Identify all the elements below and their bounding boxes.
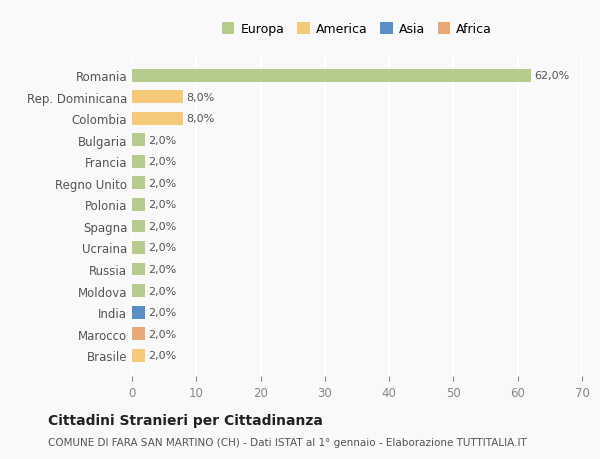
Bar [132,177,145,190]
Legend: Europa, America, Asia, Africa: Europa, America, Asia, Africa [218,20,496,40]
Text: 2,0%: 2,0% [148,157,176,167]
Bar [132,285,145,297]
Text: 2,0%: 2,0% [148,264,176,274]
Text: 2,0%: 2,0% [148,222,176,231]
Bar [132,306,145,319]
Bar [132,263,145,276]
Text: 8,0%: 8,0% [187,114,215,124]
Text: 2,0%: 2,0% [148,135,176,146]
Bar [132,70,530,83]
Bar [132,327,145,340]
Text: 2,0%: 2,0% [148,200,176,210]
Text: 2,0%: 2,0% [148,243,176,253]
Text: 8,0%: 8,0% [187,93,215,103]
Text: Cittadini Stranieri per Cittadinanza: Cittadini Stranieri per Cittadinanza [48,414,323,428]
Bar [132,112,184,125]
Bar [132,220,145,233]
Bar [132,91,184,104]
Text: 2,0%: 2,0% [148,308,176,317]
Bar [132,349,145,362]
Text: 2,0%: 2,0% [148,179,176,189]
Bar [132,199,145,212]
Text: 2,0%: 2,0% [148,329,176,339]
Bar [132,134,145,147]
Text: COMUNE DI FARA SAN MARTINO (CH) - Dati ISTAT al 1° gennaio - Elaborazione TUTTIT: COMUNE DI FARA SAN MARTINO (CH) - Dati I… [48,437,527,447]
Bar [132,156,145,168]
Text: 2,0%: 2,0% [148,350,176,360]
Bar [132,241,145,254]
Text: 2,0%: 2,0% [148,286,176,296]
Text: 62,0%: 62,0% [534,71,569,81]
